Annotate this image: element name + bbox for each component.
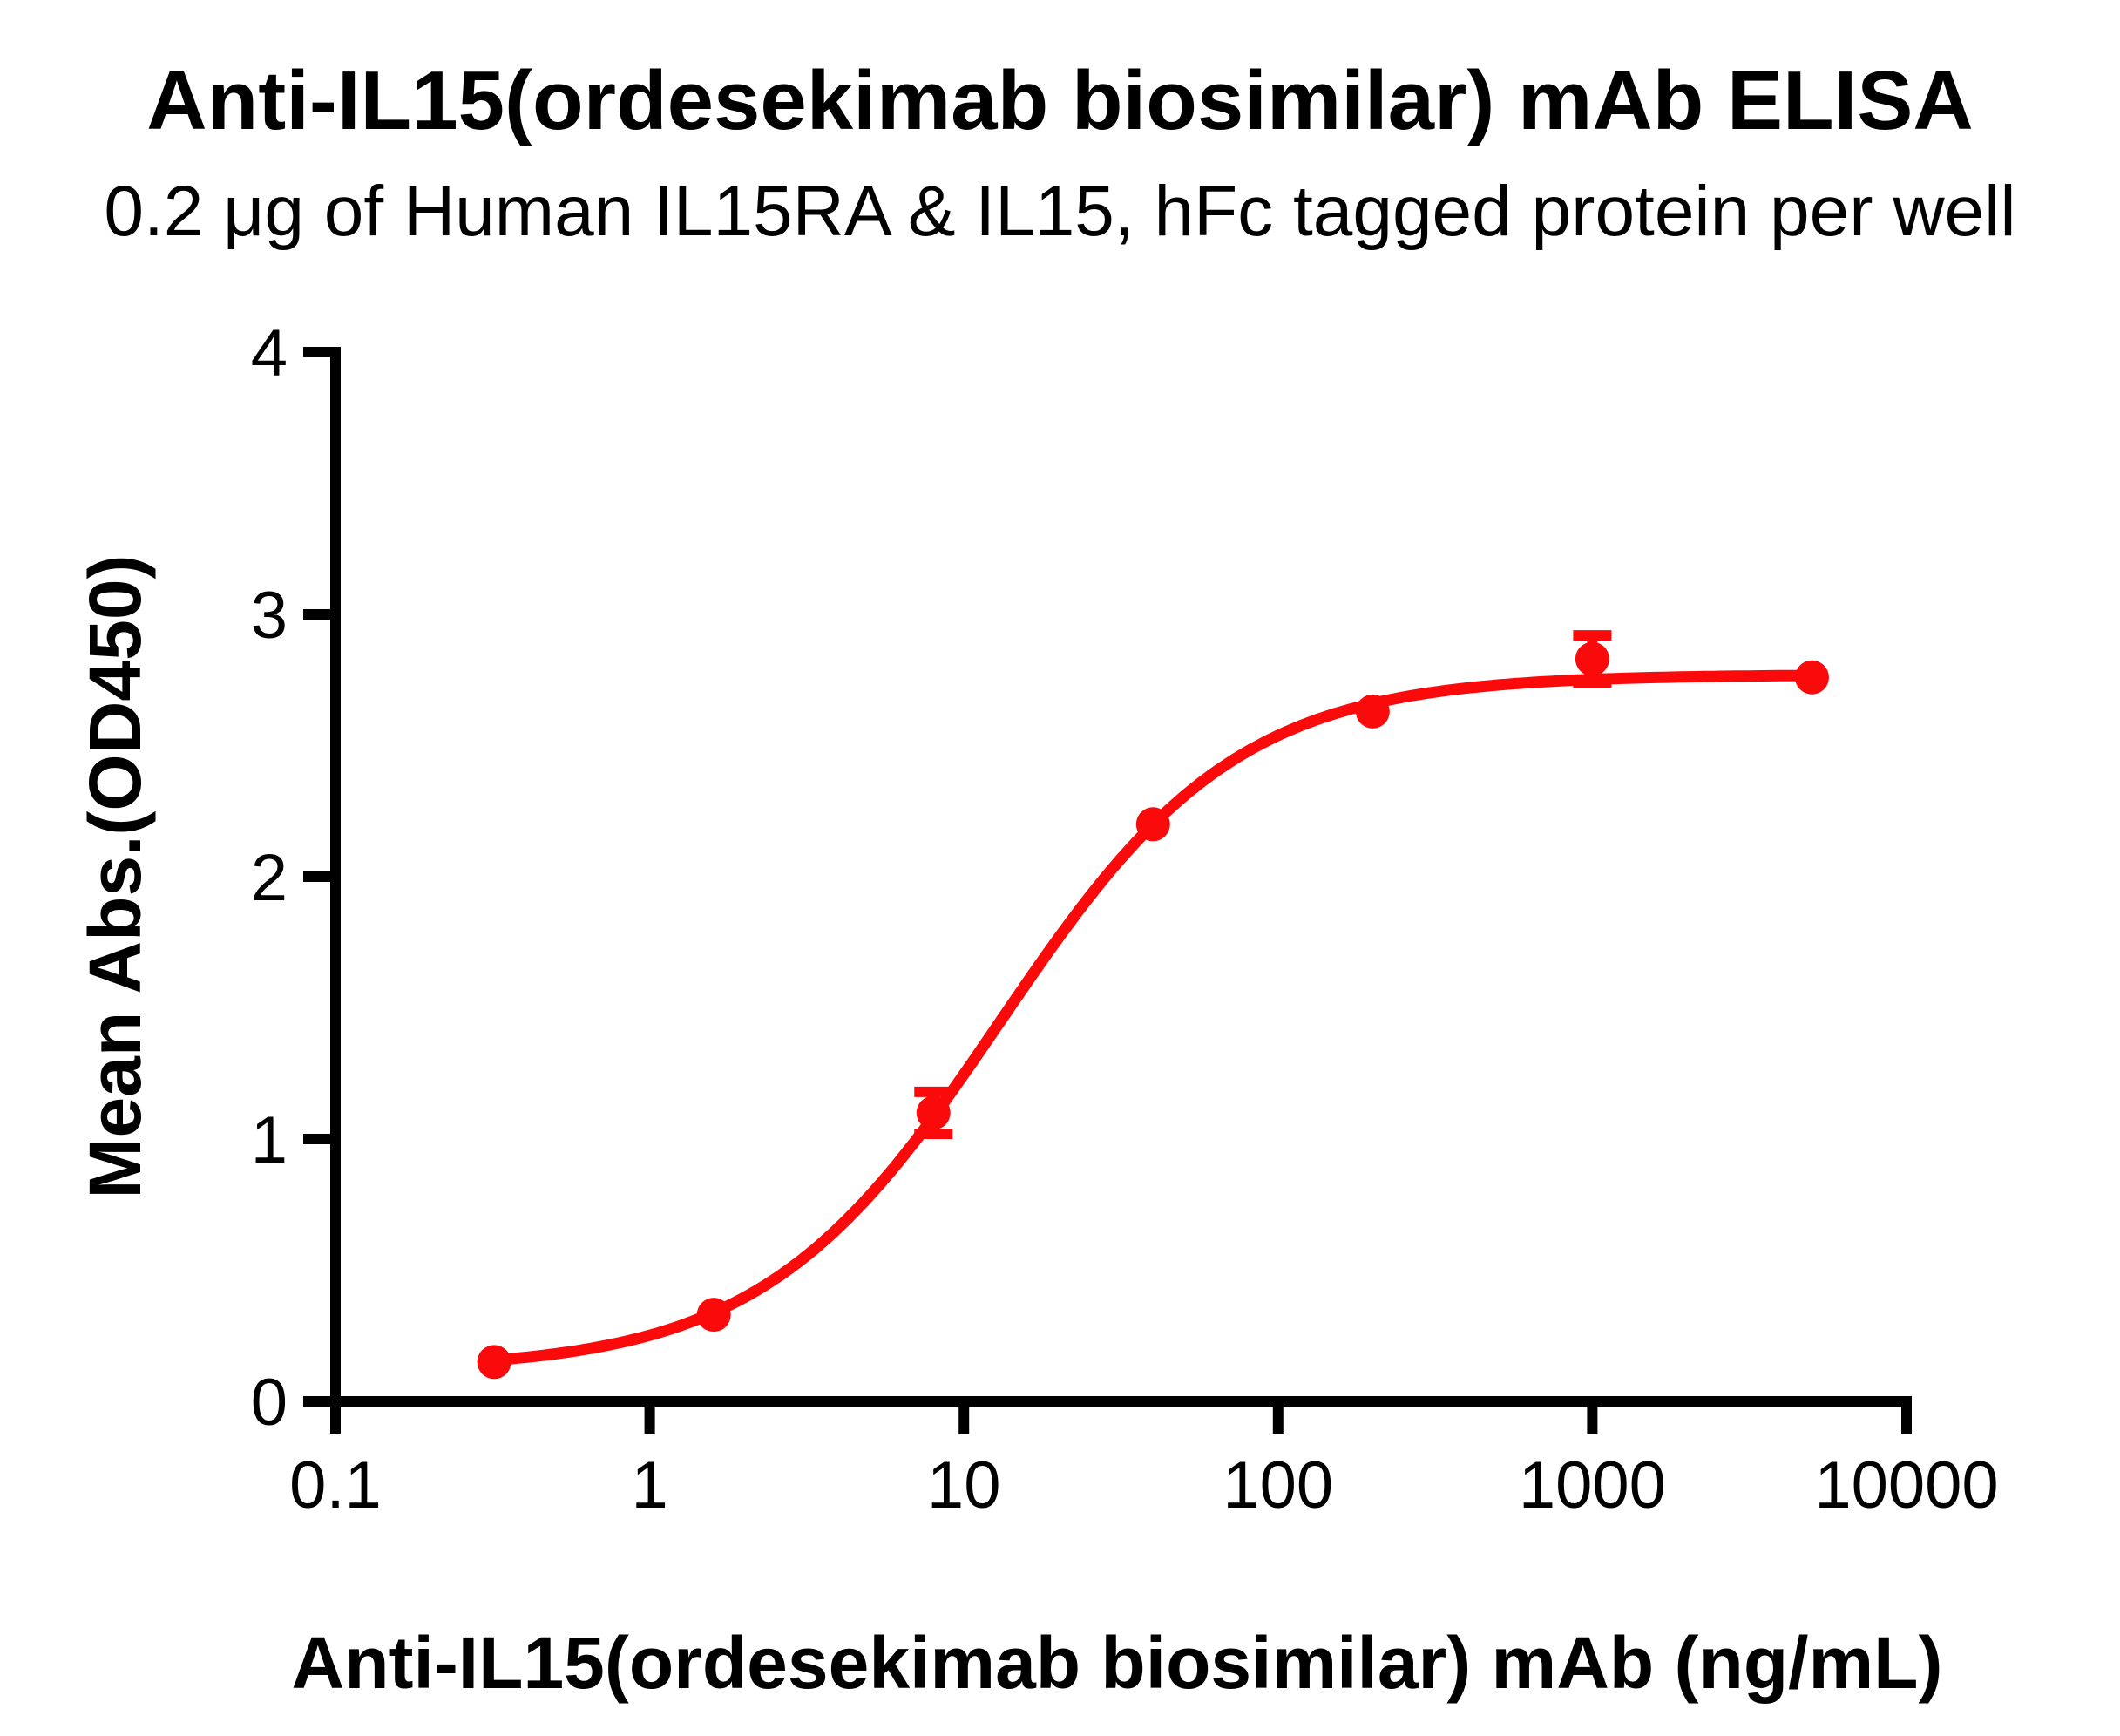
x-axis-title: Anti-IL15(ordesekimab biosimilar) mAb (n… xyxy=(291,1622,1943,1704)
data-point xyxy=(916,1095,951,1130)
y-tick-label: 3 xyxy=(251,579,288,653)
data-point xyxy=(477,1345,511,1380)
x-tick-label: 10000 xyxy=(1814,1448,1998,1522)
y-tick-label: 0 xyxy=(251,1366,288,1440)
chart-title: Anti-IL15(ordesekimab biosimilar) mAb EL… xyxy=(146,54,1974,147)
x-tick-label: 10 xyxy=(927,1448,1001,1522)
data-point xyxy=(1794,660,1829,695)
y-tick-label: 1 xyxy=(251,1103,288,1177)
data-point xyxy=(1355,694,1390,729)
data-point xyxy=(1575,641,1609,676)
fit-curve xyxy=(488,669,1818,1366)
x-tick-label: 1000 xyxy=(1519,1448,1666,1522)
x-tick-label: 1 xyxy=(631,1448,667,1522)
data-point xyxy=(1135,807,1170,842)
x-tick-label: 0.1 xyxy=(289,1448,382,1522)
y-tick-label: 4 xyxy=(251,316,288,390)
y-tick-label: 2 xyxy=(251,841,288,915)
chart-subtitle: 0.2 μg of Human IL15RA & IL15, hFc tagge… xyxy=(104,172,2016,251)
x-tick-label: 100 xyxy=(1223,1448,1333,1522)
data-point xyxy=(696,1298,731,1333)
